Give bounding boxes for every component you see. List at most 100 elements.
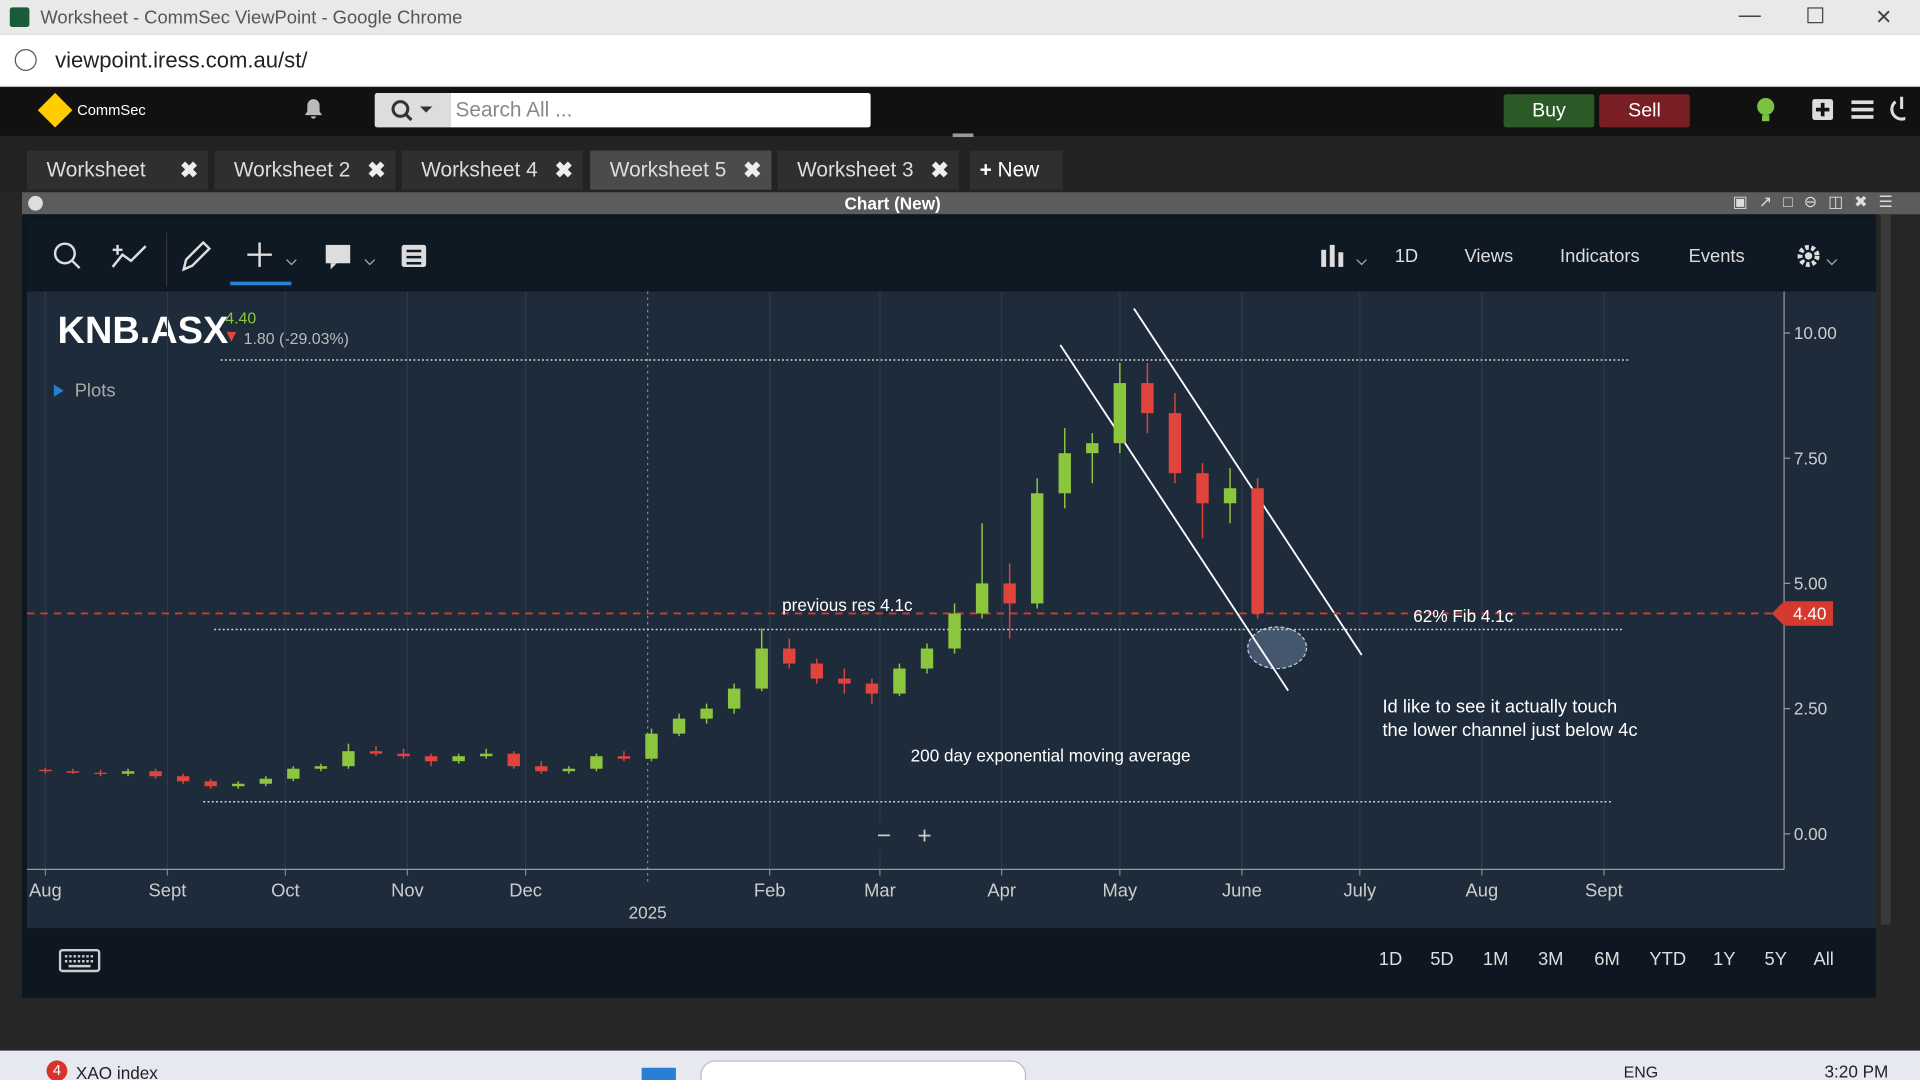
range-button[interactable]: 6M <box>1594 948 1620 970</box>
candle-body <box>893 668 906 694</box>
search-input[interactable] <box>450 93 871 128</box>
range-button[interactable]: 1D <box>1378 948 1403 970</box>
panel-title-bar <box>22 192 1920 215</box>
settings-icon[interactable] <box>1795 242 1842 271</box>
candle-body <box>176 776 190 782</box>
range-button[interactable]: YTD <box>1649 948 1687 970</box>
restore[interactable] <box>1807 7 1824 24</box>
taskbar-badge: 4 <box>46 1060 68 1080</box>
candle-body <box>342 751 355 767</box>
candle-body <box>535 766 548 772</box>
start-button[interactable] <box>641 1067 676 1080</box>
candle-body <box>1031 493 1044 604</box>
scrollbar[interactable] <box>1880 214 1891 925</box>
keyboard-icon[interactable] <box>58 948 101 973</box>
candle-body <box>397 753 410 757</box>
y-tick-label: 5.00 <box>1794 574 1827 594</box>
tab-close[interactable]: ✖ <box>743 157 762 183</box>
tab-close[interactable]: ✖ <box>930 157 949 183</box>
language: ENG <box>1623 1062 1659 1080</box>
tab[interactable]: Worksheet ✖ <box>26 150 209 190</box>
candle-body <box>810 663 823 679</box>
candle-body <box>259 778 272 784</box>
x-tick-label: Sept <box>149 879 187 900</box>
minimize[interactable]: — <box>1738 2 1761 27</box>
plots-arrow[interactable] <box>53 384 64 397</box>
tab[interactable]: Worksheet 5 ✖ <box>590 150 772 190</box>
header-icons[interactable] <box>1751 93 1906 127</box>
candle-body <box>232 783 245 787</box>
candle-body <box>865 683 879 694</box>
annotation: 62% Fib 4.1c <box>1413 606 1513 626</box>
site-info[interactable] <box>14 48 37 72</box>
candle-body <box>149 771 162 777</box>
drawn-line <box>1059 344 1289 692</box>
title-bar <box>0 0 1920 35</box>
range-button[interactable]: 1M <box>1482 948 1509 970</box>
tab[interactable]: Worksheet 3 ✖ <box>777 150 959 190</box>
candle-body <box>727 688 741 709</box>
brand: CommSec <box>77 101 146 119</box>
panel-title: Chart (New) <box>844 193 941 214</box>
candle-body <box>39 769 52 772</box>
interval-menu[interactable]: 1D <box>1394 246 1419 267</box>
candle-body <box>1086 443 1099 454</box>
bell-icon[interactable] <box>300 96 327 123</box>
new-tab[interactable]: + New <box>969 150 1063 190</box>
annotation: previous res 4.1c <box>782 595 913 615</box>
plot-background <box>26 291 1876 929</box>
zoom-in[interactable]: + <box>917 823 931 850</box>
events-menu[interactable]: Events <box>1688 246 1745 267</box>
taskbar-item[interactable]: XAO index <box>75 1062 158 1080</box>
indicators-menu[interactable]: Indicators <box>1560 246 1640 267</box>
candle-body <box>369 751 383 754</box>
candle-body <box>1058 453 1071 494</box>
candle-body <box>562 768 576 772</box>
views-menu[interactable]: Views <box>1464 246 1514 267</box>
tab-label: Worksheet 3 <box>797 157 914 182</box>
search-icon <box>391 100 433 122</box>
tab-close[interactable]: ✖ <box>179 157 199 183</box>
y-tick-label: 10.00 <box>1794 323 1837 343</box>
tab-close[interactable]: ✖ <box>554 157 574 183</box>
x-tick-label: Sept <box>1585 879 1623 900</box>
plots-toggle[interactable]: Plots <box>75 380 116 401</box>
url[interactable]: viewpoint.iress.com.au/st/ <box>55 47 308 73</box>
tab-close[interactable]: ✖ <box>367 157 386 183</box>
range-button[interactable]: 3M <box>1537 948 1564 970</box>
y-tick-label: 2.50 <box>1794 699 1827 719</box>
candle-body <box>700 708 713 719</box>
buy-button[interactable]: Buy <box>1503 94 1595 128</box>
price: 4.40 <box>225 310 256 327</box>
tool-icons[interactable] <box>37 232 441 287</box>
candle-body <box>1168 413 1182 474</box>
candle-body <box>507 753 520 767</box>
chart-type-icon[interactable] <box>1318 242 1367 274</box>
last-price-label: 4.40 <box>1793 604 1826 624</box>
candle-body <box>314 766 328 769</box>
candle-body <box>920 648 934 669</box>
y-tick-label: 7.50 <box>1794 448 1827 468</box>
sell-button[interactable]: Sell <box>1599 94 1690 128</box>
candle-body <box>1003 583 1016 604</box>
close[interactable]: × <box>1875 1 1892 32</box>
candle-body <box>948 613 961 649</box>
range-button[interactable]: 5Y <box>1764 948 1787 970</box>
panel-dot[interactable] <box>28 195 43 211</box>
tab[interactable]: Worksheet 4 ✖ <box>401 150 583 190</box>
taskbar-search[interactable] <box>700 1060 1027 1080</box>
panel-controls[interactable]: ▣↗□⊖◫✖☰ <box>1732 192 1904 211</box>
x-tick-label: Oct <box>271 879 300 900</box>
new-tab-label: New <box>997 157 1040 182</box>
x-tick-label: July <box>1343 879 1376 900</box>
range-button[interactable]: 5D <box>1430 948 1454 970</box>
candle-body <box>66 771 80 773</box>
zoom-out[interactable]: − <box>877 823 891 850</box>
search-button[interactable] <box>374 93 451 128</box>
candle-body <box>1141 383 1154 414</box>
range-button[interactable]: All <box>1813 948 1834 970</box>
tab[interactable]: Worksheet 2 ✖ <box>214 150 396 190</box>
drag-handle[interactable] <box>952 133 974 138</box>
range-button[interactable]: 1Y <box>1713 948 1736 970</box>
